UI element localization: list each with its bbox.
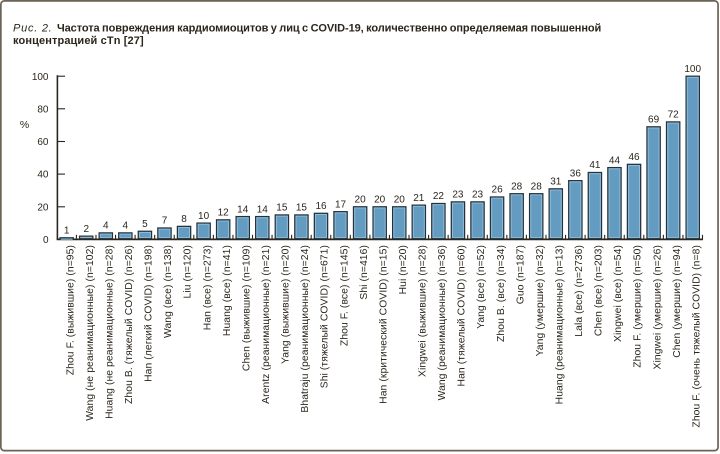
svg-text:Han (тяжелый COVID) (n=60): Han (тяжелый COVID) (n=60) bbox=[457, 245, 468, 386]
svg-text:Zhou F. (все) (n=145): Zhou F. (все) (n=145) bbox=[339, 245, 350, 346]
svg-text:100: 100 bbox=[32, 72, 49, 83]
svg-text:Wang (не реанимационные) (n=10: Wang (не реанимационные) (n=102) bbox=[85, 245, 96, 421]
svg-text:Yang (выжившие) (n=20): Yang (выжившие) (n=20) bbox=[281, 245, 292, 364]
svg-text:10: 10 bbox=[198, 211, 210, 222]
svg-text:Huang (реанимационные) (n=13): Huang (реанимационные) (n=13) bbox=[554, 245, 565, 404]
svg-text:12: 12 bbox=[218, 208, 230, 219]
svg-text:Zhou F. (умершие) (n=50): Zhou F. (умершие) (n=50) bbox=[633, 245, 644, 368]
svg-text:36: 36 bbox=[570, 168, 582, 179]
svg-text:7: 7 bbox=[162, 216, 168, 227]
svg-text:Yang (умершие) (n=32): Yang (умершие) (n=32) bbox=[535, 245, 546, 356]
svg-text:46: 46 bbox=[628, 152, 640, 163]
svg-text:Han (критический COVID) (n=15): Han (критический COVID) (n=15) bbox=[378, 245, 389, 404]
svg-text:Guo (n=187): Guo (n=187) bbox=[515, 245, 526, 304]
svg-text:Lala (все) (n=2736): Lala (все) (n=2736) bbox=[574, 245, 585, 337]
svg-text:Xingwei (все) (n=54): Xingwei (все) (n=54) bbox=[613, 245, 624, 342]
svg-text:100: 100 bbox=[684, 64, 701, 75]
svg-text:60: 60 bbox=[37, 137, 49, 148]
svg-text:8: 8 bbox=[181, 214, 187, 225]
svg-text:15: 15 bbox=[276, 203, 288, 214]
svg-text:Shi (n=416): Shi (n=416) bbox=[359, 245, 370, 300]
svg-text:Chen (выжившие) (n=109): Chen (выжившие) (n=109) bbox=[241, 245, 252, 371]
svg-text:Shi (тяжелый COVID) (n=671): Shi (тяжелый COVID) (n=671) bbox=[320, 245, 331, 388]
svg-text:20: 20 bbox=[37, 202, 49, 213]
svg-text:Arentz (реанимационные) (n=21): Arentz (реанимационные) (n=21) bbox=[261, 245, 272, 404]
svg-text:1: 1 bbox=[64, 225, 70, 236]
svg-text:15: 15 bbox=[296, 203, 308, 214]
svg-text:Huang (все) (n=41): Huang (все) (n=41) bbox=[222, 245, 233, 336]
svg-text:16: 16 bbox=[315, 201, 327, 212]
svg-text:Wang (реанимационные) (n=36): Wang (реанимационные) (n=36) bbox=[437, 245, 448, 400]
svg-text:Wang (все) (n=138): Wang (все) (n=138) bbox=[163, 245, 174, 338]
svg-text:Xingwei (умершие) (n=26): Xingwei (умершие) (n=26) bbox=[652, 245, 663, 369]
svg-text:17: 17 bbox=[335, 199, 347, 210]
svg-text:4: 4 bbox=[123, 221, 129, 232]
svg-text:Huang (не реанимационные) (n=2: Huang (не реанимационные) (n=28) bbox=[104, 245, 115, 419]
svg-text:Zhou B. (все) (n=34): Zhou B. (все) (n=34) bbox=[496, 245, 507, 342]
svg-text:31: 31 bbox=[550, 177, 562, 188]
svg-text:5: 5 bbox=[142, 219, 148, 230]
svg-text:26: 26 bbox=[492, 185, 504, 196]
svg-text:28: 28 bbox=[531, 181, 543, 192]
svg-text:Xingwei (выжившие) (n=28): Xingwei (выжившие) (n=28) bbox=[418, 245, 429, 377]
svg-text:Zhou F. (очень тяжелый COVID): Zhou F. (очень тяжелый COVID) (n=8) bbox=[691, 245, 702, 428]
svg-text:41: 41 bbox=[589, 160, 601, 171]
svg-text:Bhatraju (реанимационные) (n=2: Bhatraju (реанимационные) (n=24) bbox=[300, 245, 311, 413]
svg-text:Liu (n=120): Liu (n=120) bbox=[183, 245, 194, 299]
svg-text:Chen (все) (n=203): Chen (все) (n=203) bbox=[594, 245, 605, 336]
svg-text:Han (легкий COVID) (n=198): Han (легкий COVID) (n=198) bbox=[144, 245, 155, 382]
svg-text:69: 69 bbox=[648, 114, 660, 125]
svg-text:Zhou B. (тяжелый COVID) (n=26): Zhou B. (тяжелый COVID) (n=26) bbox=[124, 245, 135, 404]
svg-text:Zhou F. (выжившие) (n=95): Zhou F. (выжившие) (n=95) bbox=[65, 245, 76, 375]
svg-text:40: 40 bbox=[37, 170, 49, 181]
svg-text:концентрацией сTn [27]: концентрацией сTn [27] bbox=[13, 35, 144, 47]
svg-text:22: 22 bbox=[433, 191, 445, 202]
svg-text:Chen (умершие) (n=94): Chen (умершие) (n=94) bbox=[672, 245, 683, 358]
svg-text:Han (все) (n=273): Han (все) (n=273) bbox=[202, 245, 213, 330]
svg-text:72: 72 bbox=[668, 110, 680, 121]
svg-text:20: 20 bbox=[374, 194, 386, 205]
svg-text:0: 0 bbox=[43, 235, 49, 246]
svg-text:Hui (n=20): Hui (n=20) bbox=[398, 245, 409, 294]
svg-text:14: 14 bbox=[237, 204, 249, 215]
svg-text:28: 28 bbox=[511, 181, 523, 192]
svg-text:2: 2 bbox=[83, 224, 89, 235]
svg-text:4: 4 bbox=[103, 221, 109, 232]
svg-text:20: 20 bbox=[394, 194, 406, 205]
svg-text:%: % bbox=[20, 119, 29, 131]
svg-text:Рис. 2. Частота повреждения ка: Рис. 2. Частота повреждения кардиомиоцит… bbox=[13, 23, 601, 35]
svg-text:21: 21 bbox=[413, 193, 425, 204]
svg-text:23: 23 bbox=[472, 190, 484, 201]
svg-text:20: 20 bbox=[355, 194, 367, 205]
svg-text:Yang (все) (n=52): Yang (все) (n=52) bbox=[476, 245, 487, 329]
svg-text:14: 14 bbox=[257, 204, 269, 215]
svg-text:23: 23 bbox=[452, 190, 464, 201]
svg-text:80: 80 bbox=[37, 104, 49, 115]
svg-text:44: 44 bbox=[609, 155, 621, 166]
